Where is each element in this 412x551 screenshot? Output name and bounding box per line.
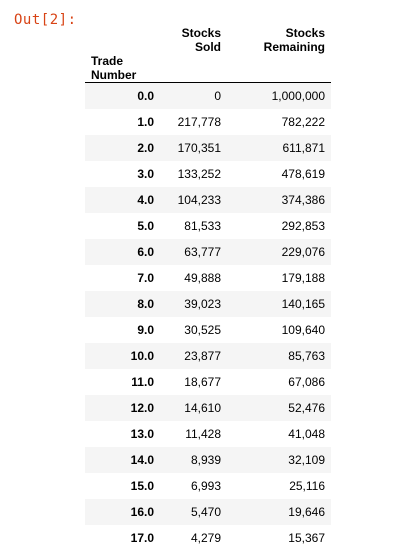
stocks-remaining-cell: 25,116 <box>289 478 325 493</box>
table-row: 13.0 11,428 41,048 <box>85 421 331 447</box>
stocks-remaining-cell: 19,646 <box>288 504 325 519</box>
row-index: 2.0 <box>137 140 154 155</box>
stocks-sold-cell: 11,428 <box>185 426 221 441</box>
table-row: 9.0 30,525 109,640 <box>85 317 331 343</box>
table-row: 8.0 39,023 140,165 <box>85 290 331 317</box>
row-index: 1.0 <box>137 114 154 129</box>
stocks-remaining-cell: 611,871 <box>282 140 326 155</box>
column-header-row: Stocks Sold Stocks Remaining <box>85 26 331 54</box>
stocks-sold-cell: 5,470 <box>190 504 221 519</box>
dataframe-table: Stocks Sold Stocks Remaining Trade Numbe… <box>85 26 331 551</box>
table-row: 11.0 18,677 67,086 <box>85 369 331 395</box>
table-row: 3.0 133,252 478,619 <box>85 161 331 187</box>
stocks-remaining-cell: 229,076 <box>281 244 325 259</box>
stocks-sold-cell: 81,533 <box>184 218 221 233</box>
row-index: 12.0 <box>130 400 154 415</box>
table-row: 14.0 8,939 32,109 <box>85 446 331 473</box>
stocks-sold-cell: 217,778 <box>177 114 221 129</box>
table-row: 1.0 217,778 782,222 <box>85 109 331 135</box>
table-row: 5.0 81,533 292,853 <box>85 213 331 239</box>
stocks-sold-cell: 0 <box>214 88 221 103</box>
stocks-remaining-cell: 109,640 <box>281 322 325 337</box>
stocks-remaining-cell: 85,763 <box>288 348 325 363</box>
index-header-blank <box>160 54 227 83</box>
row-index: 15.0 <box>130 478 154 493</box>
table-row: 16.0 5,470 19,646 <box>85 498 331 525</box>
row-index: 9.0 <box>137 322 154 337</box>
table-row: 0.0 0 1,000,000 <box>85 82 331 109</box>
index-name: Trade Number <box>85 54 160 83</box>
stocks-remaining-cell: 52,476 <box>288 400 325 415</box>
stocks-remaining-cell: 374,386 <box>281 192 325 207</box>
row-index: 17.0 <box>130 530 154 545</box>
stocks-sold-cell: 30,525 <box>184 322 221 337</box>
row-index: 16.0 <box>130 504 154 519</box>
column-header-stocks-sold: Stocks Sold <box>181 26 221 54</box>
stocks-remaining-cell: 32,109 <box>288 452 325 467</box>
stocks-sold-cell: 4,279 <box>190 530 221 545</box>
row-index: 4.0 <box>137 192 154 207</box>
stocks-sold-cell: 14,610 <box>184 400 221 415</box>
index-header-blank <box>227 54 331 83</box>
stocks-remaining-cell: 782,222 <box>281 114 325 129</box>
stocks-sold-cell: 39,023 <box>184 296 221 311</box>
stocks-sold-cell: 170,351 <box>177 140 221 155</box>
row-index: 14.0 <box>130 452 154 467</box>
stocks-sold-cell: 133,252 <box>177 166 221 181</box>
stocks-sold-cell: 23,877 <box>184 348 221 363</box>
stocks-remaining-cell: 67,086 <box>288 374 325 389</box>
table-row: 6.0 63,777 229,076 <box>85 238 331 265</box>
column-header-stocks-remaining: Stocks Remaining <box>263 26 325 54</box>
stocks-remaining-cell: 41,048 <box>288 426 325 441</box>
index-header-row: Trade Number <box>85 54 331 83</box>
row-index: 10.0 <box>130 348 154 363</box>
stocks-remaining-cell: 179,188 <box>281 270 325 285</box>
row-index: 5.0 <box>137 218 154 233</box>
table-row: 4.0 104,233 374,386 <box>85 186 331 213</box>
stocks-remaining-cell: 292,853 <box>281 218 325 233</box>
table-row: 17.0 4,279 15,367 <box>85 525 331 551</box>
row-index: 7.0 <box>137 270 154 285</box>
stocks-sold-cell: 63,777 <box>184 244 221 259</box>
row-index: 3.0 <box>137 166 154 181</box>
output-prompt: Out[2]: <box>14 12 77 28</box>
stocks-sold-cell: 6,993 <box>190 478 221 493</box>
table-body: 0.0 0 1,000,000 1.0 217,778 782,222 2.0 170,351… <box>85 82 331 551</box>
header-blank <box>85 26 160 54</box>
row-index: 6.0 <box>137 244 154 259</box>
table-row: 15.0 6,993 25,116 <box>85 473 331 499</box>
table-row: 2.0 170,351 611,871 <box>85 134 331 161</box>
stocks-remaining-cell: 15,367 <box>288 530 325 545</box>
row-index: 13.0 <box>130 426 154 441</box>
stocks-sold-cell: 49,888 <box>184 270 221 285</box>
row-index: 0.0 <box>137 88 154 103</box>
stocks-sold-cell: 104,233 <box>177 192 221 207</box>
stocks-remaining-cell: 140,165 <box>281 296 325 311</box>
table-row: 7.0 49,888 179,188 <box>85 265 331 291</box>
stocks-sold-cell: 8,939 <box>190 452 221 467</box>
row-index: 8.0 <box>137 296 154 311</box>
stocks-remaining-cell: 1,000,000 <box>271 88 325 103</box>
table-row: 12.0 14,610 52,476 <box>85 394 331 421</box>
stocks-sold-cell: 18,677 <box>184 374 221 389</box>
stocks-remaining-cell: 478,619 <box>281 166 325 181</box>
row-index: 11.0 <box>131 374 154 389</box>
table-row: 10.0 23,877 85,763 <box>85 342 331 369</box>
